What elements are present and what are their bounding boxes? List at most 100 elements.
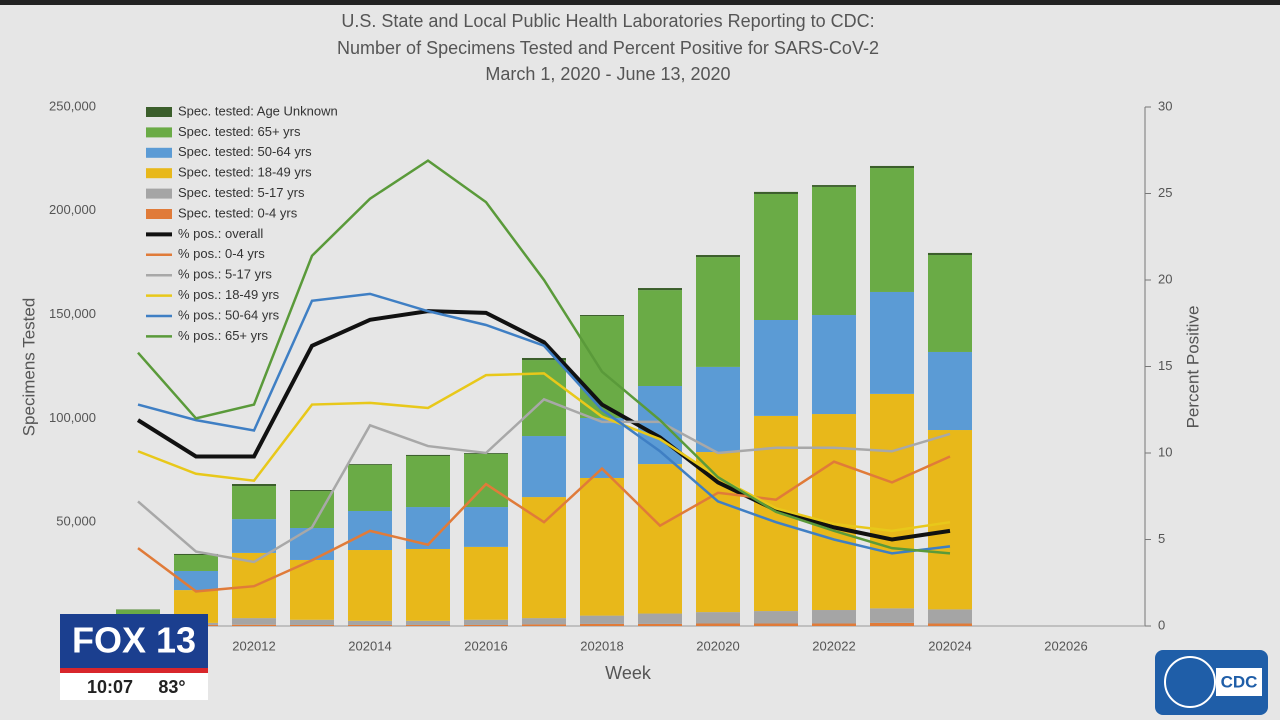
x-tick-label: 202024: [928, 638, 971, 653]
bar-segment: [870, 168, 914, 292]
y-tick-label: 50,000: [56, 514, 96, 529]
bar-segment: [754, 193, 798, 320]
bar-segment: [348, 624, 392, 626]
chart-title: March 1, 2020 - June 13, 2020: [485, 64, 730, 84]
legend-label: Spec. tested: 18-49 yrs: [178, 165, 312, 180]
legend-swatch: [146, 147, 172, 158]
x-tick-label: 202016: [464, 638, 507, 653]
logo-box: [1155, 650, 1268, 715]
info-box: [60, 673, 208, 700]
time: 10:07: [87, 677, 133, 697]
logo-stripe: [60, 668, 208, 673]
bar-segment: [232, 618, 276, 625]
y2-tick-label: 25: [1158, 185, 1172, 200]
y-tick-label: 200,000: [49, 202, 96, 217]
bar-segment: [232, 486, 276, 520]
bar-segment: [290, 491, 334, 529]
bar-segment: [348, 464, 392, 511]
bar-segment: [638, 288, 682, 291]
bar-segment: [638, 464, 682, 614]
bar-segment: [812, 623, 856, 626]
seal: [1164, 656, 1216, 708]
legend-label: Spec. tested: 5-17 yrs: [178, 185, 305, 200]
bar-segment: [290, 619, 334, 625]
bar-segment: [870, 291, 914, 394]
y2-tick-label: 15: [1158, 358, 1172, 373]
bar-segment: [174, 553, 218, 556]
bar-segment: [812, 414, 856, 611]
plot-area: 050,000100,000150,000200,000250,00005101…: [49, 98, 1172, 653]
bar-segment: [464, 619, 508, 625]
temperature: 83°: [158, 677, 185, 697]
y2-tick-label: 20: [1158, 271, 1172, 286]
bar-segment: [580, 316, 624, 418]
bar-segment: [464, 624, 508, 626]
bar-segment: [870, 608, 914, 623]
line: [137, 372, 951, 533]
legend-label: % pos.: 18-49 yrs: [178, 287, 280, 302]
station-logo: FOX 13 10:07 83°: [60, 614, 208, 700]
y-tick-label: 100,000: [49, 410, 96, 425]
legend-label: Spec. tested: 65+ yrs: [178, 124, 301, 139]
bar-segment: [754, 191, 798, 194]
y2-tick-label: 0: [1158, 617, 1165, 632]
bar-segment: [406, 454, 450, 456]
bar-segment: [696, 452, 740, 613]
bar-segment: [754, 319, 798, 416]
bar-segment: [406, 624, 450, 626]
logo-box: [60, 614, 208, 670]
bar-segment: [174, 555, 218, 571]
bar-segment: [232, 484, 276, 487]
bar-segment: [928, 252, 972, 256]
bar-segment: [696, 612, 740, 624]
line: [136, 309, 951, 542]
agency-name: CDC: [1221, 672, 1258, 691]
chart-title: Number of Specimens Tested and Percent P…: [337, 38, 879, 58]
legend-label: % pos.: 0-4 yrs: [178, 246, 265, 261]
bar-segment: [870, 393, 914, 609]
bar-segment: [406, 548, 450, 621]
bar-segment: [522, 436, 566, 498]
bar-segment: [580, 477, 624, 616]
legend: Spec. tested: Age Unknown Spec. tested: 6…: [146, 103, 338, 343]
bar-segment: [522, 357, 566, 361]
legend-label: Spec. tested: 0-4 yrs: [178, 205, 298, 220]
legend-swatch: [146, 127, 172, 138]
bar-segment: [812, 315, 856, 415]
bar-segment: [522, 497, 566, 619]
bar-segment: [116, 609, 160, 615]
legend-label: % pos.: 5-17 yrs: [178, 267, 272, 282]
bar-segment: [696, 623, 740, 626]
agency-logo: CDC: [1155, 650, 1268, 715]
bar-segment: [812, 610, 856, 624]
bar-segment: [522, 618, 566, 625]
line: [137, 292, 951, 555]
legend-label: % pos.: overall: [178, 226, 263, 241]
bar-segment: [580, 623, 624, 626]
bar-segment: [870, 165, 914, 169]
bar-segment: [290, 559, 334, 620]
legend-label: % pos.: 65+ yrs: [178, 328, 268, 343]
bar-segment: [464, 546, 508, 620]
x-tick-label: 202012: [232, 638, 275, 653]
line: [137, 397, 951, 564]
x-tick-label: 202022: [812, 638, 855, 653]
chart-title: U.S. State and Local Public Health Labor…: [341, 11, 874, 31]
legend-swatch: [146, 107, 172, 117]
y-tick-label: 250,000: [49, 98, 96, 113]
legend-swatch: [146, 209, 172, 219]
bar-segment: [290, 624, 334, 626]
legend-label: Spec. tested: 50-64 yrs: [178, 144, 312, 159]
bar-segment: [870, 622, 914, 626]
bar-segment: [348, 550, 392, 621]
x-tick-label: 202020: [696, 638, 739, 653]
bar-segment: [580, 615, 624, 624]
y2-tick-label: 5: [1158, 531, 1165, 546]
legend-swatch: [146, 168, 172, 179]
y2-axis-label: Percent Positive: [1183, 306, 1202, 429]
bar-segment: [406, 455, 450, 508]
bar-segment: [174, 570, 218, 591]
bar-segment: [928, 351, 972, 431]
y-tick-label: 150,000: [49, 306, 96, 321]
